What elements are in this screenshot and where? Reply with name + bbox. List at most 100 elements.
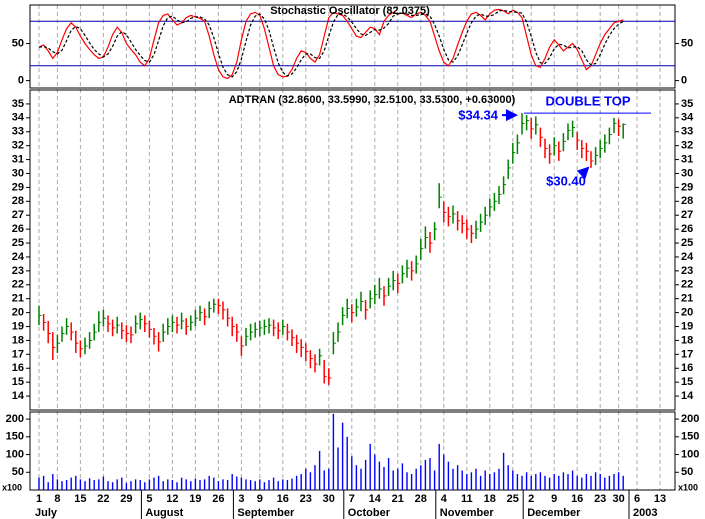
y-tick-label: 27 — [681, 209, 693, 221]
x-tick-label: 2 — [528, 493, 534, 505]
panel-frame — [29, 4, 676, 89]
y-tick-label: 21 — [681, 293, 693, 305]
y-tick-label: 35 — [681, 98, 693, 110]
x-tick-label: 7 — [349, 493, 355, 505]
y-tick-label: 22 — [681, 279, 693, 291]
y-tick-label: 35 — [12, 98, 24, 110]
x-tick-label: 30 — [612, 493, 624, 505]
y-tick-label: 19 — [12, 320, 24, 332]
y-tick-label: 25 — [12, 237, 24, 249]
y-tick-label: 150 — [6, 431, 24, 443]
x-tick-label: 12 — [166, 493, 178, 505]
x-tick-label: 21 — [392, 493, 404, 505]
stochastic-line — [38, 8, 624, 80]
unit-label: x100 — [2, 482, 22, 492]
y-tick-label: 31 — [681, 153, 693, 165]
y-tick-label: 32 — [681, 140, 693, 152]
month-label: September — [237, 507, 295, 519]
y-tick-label: 50 — [12, 37, 24, 49]
y-tick-label: 28 — [681, 195, 693, 207]
x-tick-label: 29 — [120, 493, 132, 505]
x-tick-label: 28 — [415, 493, 427, 505]
y-tick-label: 28 — [12, 195, 24, 207]
y-tick-label: 200 — [6, 413, 24, 425]
y-tick-label: 100 — [6, 448, 24, 460]
month-label: July — [35, 507, 58, 519]
y-tick-label: 33 — [12, 126, 24, 138]
x-tick-label: 22 — [97, 493, 109, 505]
x-tick-label: 11 — [461, 493, 473, 505]
y-tick-label: 20 — [12, 307, 24, 319]
y-tick-label: 17 — [681, 348, 693, 360]
y-tick-label: 15 — [681, 376, 693, 388]
x-tick-label: 5 — [146, 493, 152, 505]
stochastic-line — [38, 9, 624, 78]
y-tick-label: 30 — [681, 167, 693, 179]
y-tick-label: 34 — [681, 112, 694, 124]
y-tick-label: 18 — [681, 334, 693, 346]
panel-frame — [29, 89, 676, 411]
x-tick-label: 16 — [277, 493, 289, 505]
x-tick-label: 30 — [323, 493, 335, 505]
chart-title: ADTRAN (32.8600, 33.5990, 32.5100, 33.53… — [229, 94, 516, 106]
x-tick-label: 1 — [36, 493, 42, 505]
panel-frame — [29, 411, 676, 491]
chart-title: Stochastic Oscillator (82.0375) — [270, 5, 430, 17]
x-tick-label: 9 — [551, 493, 557, 505]
y-tick-label: 50 — [681, 466, 693, 478]
x-tick-label: 23 — [594, 493, 606, 505]
x-tick-label: 13 — [654, 493, 666, 505]
y-tick-label: 16 — [12, 362, 24, 374]
y-tick-label: 15 — [12, 376, 24, 388]
y-tick-label: 21 — [12, 293, 24, 305]
x-tick-label: 9 — [257, 493, 263, 505]
y-tick-label: 30 — [12, 167, 24, 179]
arrow — [576, 166, 590, 180]
month-label: October — [348, 507, 391, 519]
y-tick-label: 22 — [12, 279, 24, 291]
y-tick-label: 33 — [681, 126, 693, 138]
x-tick-label: 6 — [634, 493, 640, 505]
month-label: 2003 — [633, 507, 657, 519]
y-tick-label: 23 — [12, 265, 24, 277]
annotation: DOUBLE TOP — [546, 94, 631, 109]
x-tick-label: 8 — [54, 493, 60, 505]
y-tick-label: 50 — [681, 37, 693, 49]
y-tick-label: 20 — [681, 307, 693, 319]
month-label: November — [440, 507, 495, 519]
x-tick-label: 15 — [74, 493, 86, 505]
y-tick-label: 29 — [681, 181, 693, 193]
y-tick-label: 100 — [681, 448, 699, 460]
y-tick-label: 16 — [681, 362, 693, 374]
month-label: August — [145, 507, 183, 519]
y-tick-label: 0 — [18, 74, 24, 86]
y-tick-label: 150 — [681, 431, 699, 443]
y-tick-label: 24 — [681, 251, 694, 263]
y-tick-label: 50 — [12, 466, 24, 478]
x-tick-label: 3 — [238, 493, 244, 505]
y-tick-label: 14 — [681, 390, 694, 402]
y-tick-label: 34 — [12, 112, 25, 124]
y-tick-label: 17 — [12, 348, 24, 360]
y-tick-label: 27 — [12, 209, 24, 221]
x-tick-label: 23 — [300, 493, 312, 505]
y-tick-label: 200 — [681, 413, 699, 425]
y-tick-label: 23 — [681, 265, 693, 277]
x-tick-label: 18 — [484, 493, 496, 505]
month-label: December — [527, 507, 581, 519]
y-tick-label: 19 — [681, 320, 693, 332]
unit-label: x100 — [678, 482, 698, 492]
y-tick-label: 25 — [681, 237, 693, 249]
y-tick-label: 14 — [12, 390, 25, 402]
y-tick-label: 24 — [12, 251, 25, 263]
x-tick-label: 4 — [441, 493, 448, 505]
y-tick-label: 0 — [681, 74, 687, 86]
y-tick-label: 18 — [12, 334, 24, 346]
y-tick-label: 29 — [12, 181, 24, 193]
y-tick-label: 32 — [12, 140, 24, 152]
y-tick-label: 26 — [681, 223, 693, 235]
y-tick-label: 31 — [12, 153, 24, 165]
